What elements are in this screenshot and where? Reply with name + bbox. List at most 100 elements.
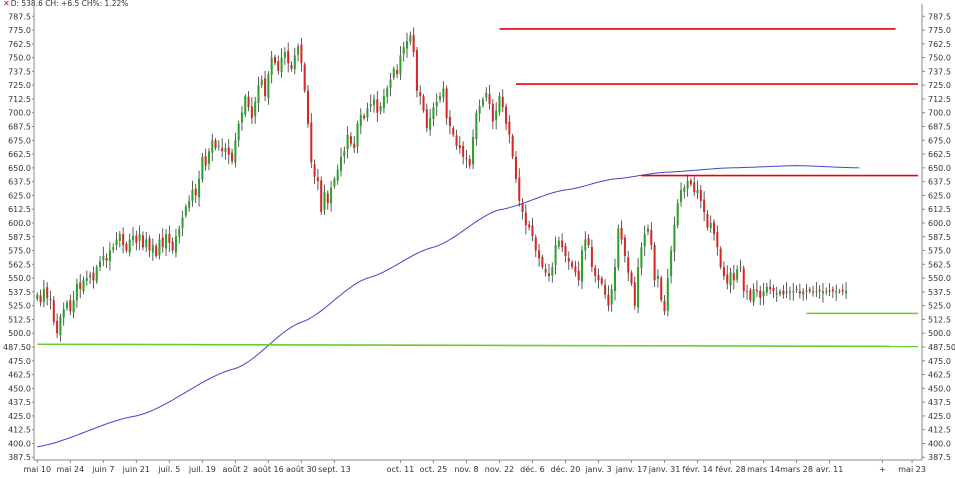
candle-down — [597, 275, 600, 281]
y-tick-label-left: 725.0 — [8, 81, 31, 90]
y-tick-label-right: 712.5 — [928, 95, 951, 104]
candle-down — [841, 290, 844, 292]
x-tick-label: nov. 8 — [454, 465, 478, 474]
candle-down — [755, 289, 758, 292]
close-x-icon[interactable]: ✕ — [3, 0, 10, 8]
candle-down — [528, 224, 531, 228]
candle-down — [719, 248, 722, 268]
candle-down — [524, 212, 527, 226]
y-tick-label-left: 575.0 — [8, 247, 31, 256]
candle-up — [254, 101, 257, 117]
candle-up — [72, 300, 75, 313]
x-tick-label: sept. 13 — [318, 465, 351, 474]
candle-down — [445, 88, 448, 119]
y-tick-label-left: 762.5 — [8, 40, 31, 49]
candle-down — [749, 290, 752, 301]
candle-down — [587, 238, 590, 246]
candle-up — [435, 101, 438, 107]
y-tick-label-left: 562.5 — [8, 260, 31, 269]
candle-up — [118, 234, 121, 241]
candle-up — [267, 74, 270, 99]
candle-down — [422, 96, 425, 111]
candle-down — [607, 294, 610, 306]
x-tick-label: août 16 — [253, 465, 284, 474]
candle-up — [102, 256, 105, 261]
candle-down — [726, 274, 729, 284]
x-tick-label: mars 28 — [780, 465, 813, 474]
y-tick-label-right: 562.5 — [928, 260, 951, 269]
candle-down — [412, 34, 415, 53]
y-tick-label-left: 400.0 — [8, 439, 31, 448]
candle-down — [653, 245, 656, 281]
y-tick-label-left: 425.0 — [8, 412, 31, 421]
candle-down — [56, 320, 59, 334]
y-tick-label-right: 762.5 — [928, 40, 951, 49]
candle-down — [818, 290, 821, 292]
candle-down — [363, 115, 366, 119]
candle-down — [46, 287, 49, 298]
candle-down — [194, 188, 197, 196]
y-tick-label-right: 487.50 — [928, 343, 955, 352]
candle-down — [663, 300, 666, 312]
candle-down — [231, 152, 234, 162]
y-tick-label-left: 775.0 — [8, 26, 31, 35]
candle-down — [250, 106, 253, 119]
candle-up — [95, 267, 98, 282]
x-tick-label: août 2 — [223, 465, 249, 474]
y-tick-label-left: 437.5 — [8, 398, 31, 407]
x-tick-label: + — [879, 465, 886, 474]
candle-up — [498, 96, 501, 113]
candle-down — [693, 182, 696, 193]
candle-up — [838, 291, 841, 293]
candle-down — [465, 158, 468, 160]
candle-up — [270, 57, 273, 75]
candle-down — [247, 96, 250, 108]
candle-down — [415, 50, 418, 91]
candle-up — [386, 88, 389, 97]
candle-up — [62, 308, 65, 318]
y-tick-label-left: 462.5 — [8, 371, 31, 380]
x-tick-label: janv. 3 — [584, 465, 611, 474]
y-tick-label-right: 775.0 — [928, 26, 951, 35]
candle-down — [574, 266, 577, 273]
y-tick-label-left: 475.0 — [8, 357, 31, 366]
y-tick-label-left: 650.0 — [8, 164, 31, 173]
candle-down — [349, 136, 352, 144]
y-tick-label-right: 525.0 — [928, 302, 951, 311]
candle-up — [85, 278, 88, 281]
y-tick-label-left: 625.0 — [8, 191, 31, 200]
candle-down — [590, 247, 593, 268]
candle-up — [406, 41, 409, 49]
candle-up — [439, 96, 442, 100]
candle-down — [204, 156, 207, 166]
candle-down — [49, 299, 52, 301]
candle-up — [478, 106, 481, 114]
y-tick-label-right: 587.5 — [928, 233, 951, 242]
candle-up — [788, 291, 791, 293]
y-tick-label-right: 437.5 — [928, 398, 951, 407]
candle-down — [650, 229, 653, 246]
y-tick-label-left: 387.5 — [8, 453, 31, 462]
candle-up — [402, 46, 405, 55]
candle-up — [260, 79, 263, 86]
candle-up — [432, 107, 435, 119]
candle-down — [759, 290, 762, 298]
candle-up — [198, 178, 201, 198]
y-tick-label-left: 600.0 — [8, 219, 31, 228]
candle-down — [462, 146, 465, 157]
candle-up — [333, 178, 336, 187]
candle-down — [425, 109, 428, 129]
candle-down — [630, 272, 633, 284]
candle-up — [495, 110, 498, 121]
y-tick-label-right: 612.5 — [928, 205, 951, 214]
y-tick-label-left: 712.5 — [8, 95, 31, 104]
candle-up — [752, 289, 755, 303]
info-text: D: 538.6 CH: +6.5 CH%: 1.22% — [10, 0, 129, 8]
candle-up — [429, 118, 432, 131]
x-tick-label: août 30 — [286, 465, 317, 474]
candle-down — [92, 272, 95, 281]
candle-down — [135, 235, 138, 243]
candle-down — [831, 289, 834, 292]
candle-down — [277, 61, 280, 71]
candle-down — [782, 290, 785, 295]
